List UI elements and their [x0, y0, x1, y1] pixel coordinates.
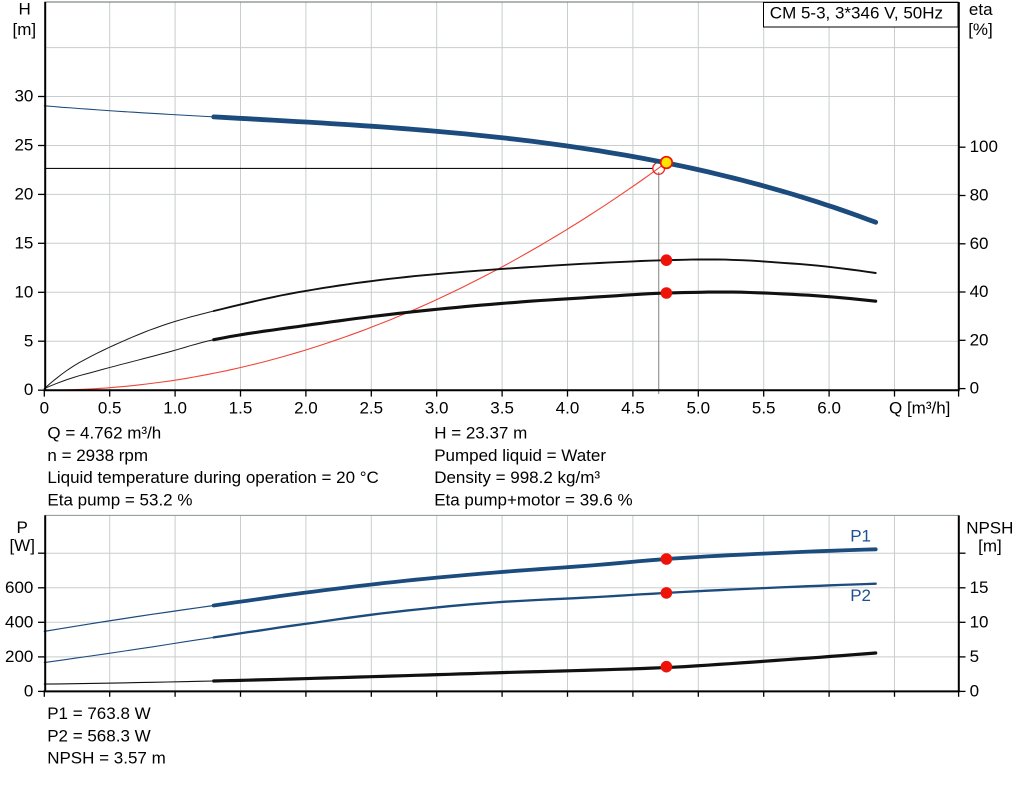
- svg-text:eta: eta: [969, 0, 993, 19]
- svg-text:15: 15: [970, 578, 989, 597]
- svg-text:[m]: [m]: [978, 537, 1002, 556]
- svg-text:10: 10: [14, 282, 33, 301]
- svg-text:Liquid temperature during oper: Liquid temperature during operation = 20…: [47, 468, 378, 487]
- svg-text:5: 5: [24, 331, 33, 350]
- svg-text:[m]: [m]: [12, 20, 36, 39]
- svg-text:4.5: 4.5: [621, 398, 645, 417]
- svg-text:20: 20: [14, 184, 33, 203]
- svg-text:0: 0: [40, 398, 49, 417]
- svg-text:H: H: [18, 0, 30, 19]
- svg-text:0: 0: [970, 379, 979, 398]
- svg-text:25: 25: [14, 135, 33, 154]
- svg-text:CM 5-3, 3*346 V, 50Hz: CM 5-3, 3*346 V, 50Hz: [770, 4, 943, 23]
- svg-text:600: 600: [5, 578, 33, 597]
- svg-text:4.0: 4.0: [556, 398, 580, 417]
- svg-text:Pumped liquid = Water: Pumped liquid = Water: [434, 446, 606, 465]
- svg-text:6.0: 6.0: [817, 398, 841, 417]
- svg-text:Density = 998.2 kg/m³: Density = 998.2 kg/m³: [434, 468, 600, 487]
- svg-text:200: 200: [5, 647, 33, 666]
- svg-text:P2: P2: [850, 586, 871, 605]
- svg-text:0: 0: [24, 681, 33, 700]
- svg-text:0: 0: [24, 380, 33, 399]
- svg-text:P1: P1: [850, 527, 871, 546]
- svg-text:Eta pump+motor = 39.6 %: Eta pump+motor = 39.6 %: [434, 490, 632, 509]
- svg-text:n = 2938 rpm: n = 2938 rpm: [47, 446, 148, 465]
- svg-text:40: 40: [970, 282, 989, 301]
- svg-text:[W]: [W]: [9, 536, 35, 555]
- svg-text:80: 80: [970, 185, 989, 204]
- svg-text:2.0: 2.0: [294, 398, 318, 417]
- svg-text:5.5: 5.5: [752, 398, 776, 417]
- svg-text:NPSH: NPSH: [966, 518, 1013, 537]
- svg-text:30: 30: [14, 87, 33, 106]
- svg-text:3.5: 3.5: [490, 398, 514, 417]
- svg-text:5: 5: [970, 647, 979, 666]
- svg-text:0.5: 0.5: [98, 398, 122, 417]
- svg-text:100: 100: [970, 137, 998, 156]
- svg-text:60: 60: [970, 234, 989, 253]
- svg-text:Eta pump = 53.2 %: Eta pump = 53.2 %: [47, 490, 192, 509]
- svg-text:NPSH = 3.57 m: NPSH = 3.57 m: [47, 749, 166, 768]
- svg-text:400: 400: [5, 612, 33, 631]
- svg-text:3.0: 3.0: [425, 398, 449, 417]
- svg-text:P2 = 568.3 W: P2 = 568.3 W: [47, 726, 150, 745]
- svg-text:0: 0: [970, 681, 979, 700]
- svg-text:H = 23.37 m: H = 23.37 m: [434, 424, 527, 443]
- svg-text:P: P: [17, 518, 28, 537]
- svg-text:1.5: 1.5: [229, 398, 253, 417]
- svg-text:1.0: 1.0: [163, 398, 187, 417]
- svg-text:P1 = 763.8 W: P1 = 763.8 W: [47, 704, 150, 723]
- svg-text:2.5: 2.5: [359, 398, 383, 417]
- svg-text:5.0: 5.0: [686, 398, 710, 417]
- svg-text:20: 20: [970, 330, 989, 349]
- svg-text:15: 15: [14, 233, 33, 252]
- svg-text:Q = 4.762 m³/h: Q = 4.762 m³/h: [47, 424, 161, 443]
- svg-text:Q [m³/h]: Q [m³/h]: [889, 398, 950, 417]
- svg-text:10: 10: [970, 612, 989, 631]
- svg-text:[%]: [%]: [968, 20, 993, 39]
